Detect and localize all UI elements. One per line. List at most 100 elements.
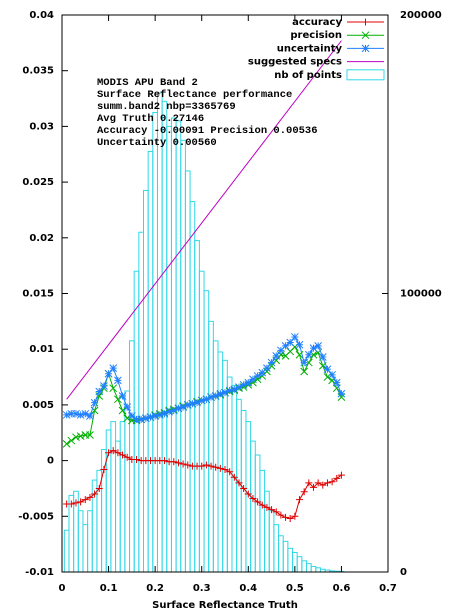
marker xyxy=(114,395,122,404)
legend-swatch xyxy=(346,69,385,81)
marker xyxy=(104,369,113,378)
marker xyxy=(151,412,159,420)
marker xyxy=(123,403,132,411)
marker xyxy=(305,479,313,487)
marker xyxy=(123,453,131,461)
marker xyxy=(221,466,229,474)
marker xyxy=(221,388,229,397)
marker xyxy=(314,479,322,487)
marker xyxy=(314,342,322,350)
marker xyxy=(318,353,327,361)
marker xyxy=(309,483,317,491)
marker xyxy=(244,378,253,387)
marker xyxy=(263,364,271,372)
y-tick-label: 0.02 xyxy=(29,233,54,244)
legend-marker xyxy=(361,44,370,53)
marker xyxy=(86,493,94,501)
marker xyxy=(109,447,117,455)
marker xyxy=(309,344,318,352)
marker xyxy=(146,413,155,422)
marker xyxy=(132,415,141,424)
marker xyxy=(95,484,103,492)
marker xyxy=(300,358,309,367)
marker xyxy=(90,398,99,407)
marker xyxy=(118,406,127,415)
marker xyxy=(295,340,304,349)
marker xyxy=(277,511,285,519)
marker xyxy=(137,415,146,424)
marker xyxy=(119,451,127,459)
marker xyxy=(183,401,192,409)
x-axis-label: Surface Reflectance Truth xyxy=(152,600,298,611)
marker xyxy=(109,364,118,372)
marker xyxy=(272,508,280,516)
marker xyxy=(77,498,85,506)
marker xyxy=(133,455,141,463)
marker xyxy=(207,393,215,401)
marker xyxy=(253,372,262,380)
marker xyxy=(258,368,267,377)
marker xyxy=(291,333,299,341)
marker xyxy=(202,461,210,469)
annotation: Uncertainty 0.00560 xyxy=(97,137,217,149)
y-tick-label: 0.01 xyxy=(29,344,54,355)
marker xyxy=(281,342,290,350)
marker xyxy=(174,459,182,467)
marker xyxy=(62,440,71,448)
marker xyxy=(332,378,341,387)
x-tick-label: 0.2 xyxy=(146,583,164,594)
marker xyxy=(179,460,187,468)
marker xyxy=(323,479,331,487)
y-tick-label: 0 xyxy=(47,456,54,467)
annotation: summ.band2 nbp=3365769 xyxy=(97,101,236,113)
marker xyxy=(91,490,99,498)
marker xyxy=(332,384,341,393)
marker xyxy=(333,474,341,482)
y-tick-label: 0.005 xyxy=(22,400,54,411)
legend-label: suggested specs xyxy=(248,57,342,68)
marker xyxy=(240,484,248,492)
marker xyxy=(263,503,271,511)
marker xyxy=(244,490,252,498)
marker xyxy=(272,352,281,360)
legend-marker xyxy=(362,18,369,26)
marker xyxy=(300,367,309,376)
marker xyxy=(81,409,90,418)
marker xyxy=(211,392,220,400)
x-tick-label: 0.4 xyxy=(239,583,257,594)
x-tick-label: 0.1 xyxy=(100,583,118,594)
marker xyxy=(337,471,345,479)
marker xyxy=(267,358,276,367)
marker xyxy=(337,389,346,398)
marker xyxy=(207,462,215,470)
legend-label: accuracy xyxy=(292,17,342,28)
marker xyxy=(197,396,206,405)
marker xyxy=(169,406,178,415)
marker xyxy=(179,403,187,411)
marker xyxy=(249,375,257,384)
marker xyxy=(286,515,294,523)
x-tick-label: 0.5 xyxy=(286,583,304,594)
marker xyxy=(165,407,173,416)
marker xyxy=(114,449,122,457)
y2-tick-label: 200000 xyxy=(400,10,442,21)
marker xyxy=(109,384,118,393)
marker xyxy=(216,389,225,398)
marker xyxy=(100,382,108,390)
marker xyxy=(239,380,248,389)
x-tick-label: 0.7 xyxy=(379,583,397,594)
y-tick-label: -0.01 xyxy=(25,567,54,578)
y-tick-label: -0.005 xyxy=(18,511,54,522)
y-tick-label: 0.03 xyxy=(29,121,54,132)
marker xyxy=(323,365,332,374)
marker xyxy=(114,376,122,385)
marker xyxy=(296,496,304,504)
marker xyxy=(67,436,76,445)
marker xyxy=(170,458,178,466)
y-tick-label: 0.04 xyxy=(29,10,54,21)
marker xyxy=(72,499,80,507)
marker xyxy=(304,350,313,359)
marker xyxy=(155,411,164,419)
